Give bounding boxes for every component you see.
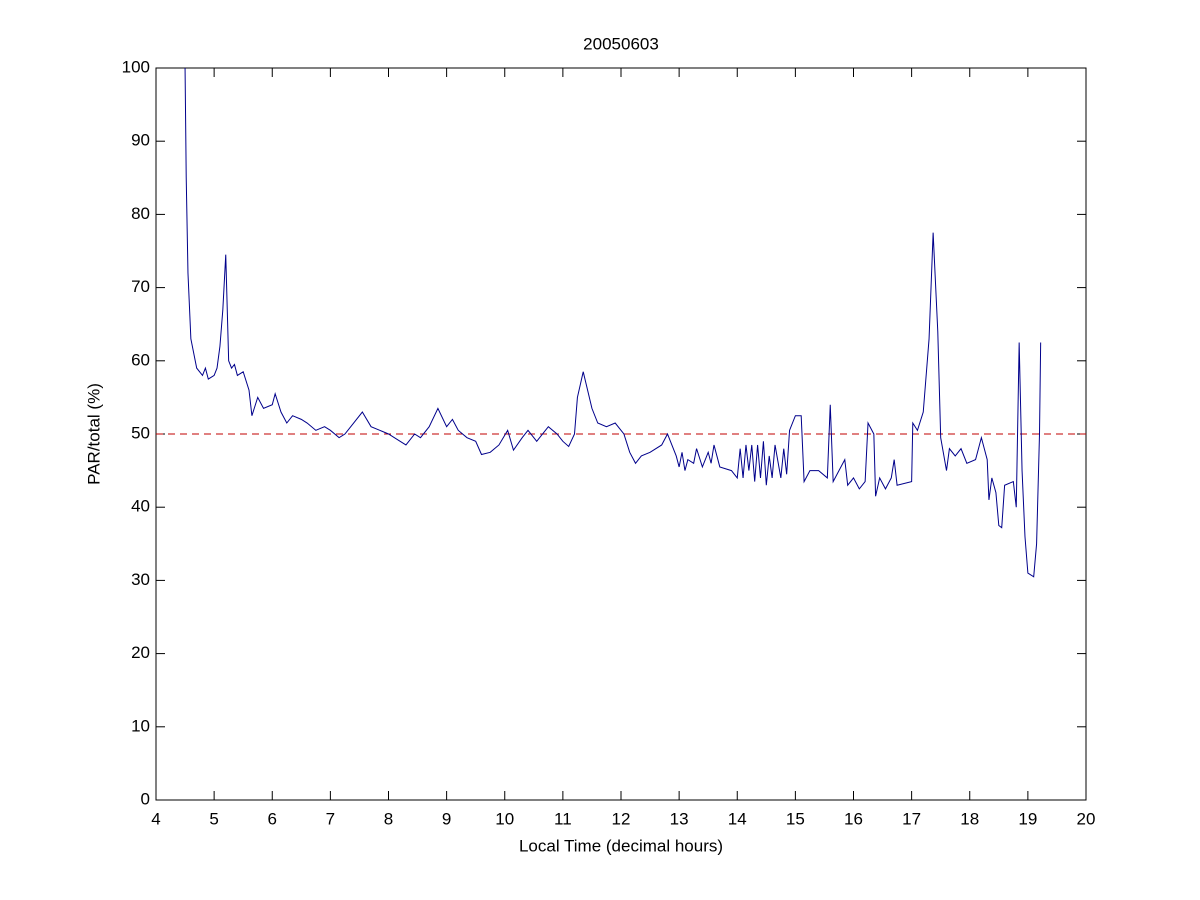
- chart-title: 20050603: [583, 34, 659, 53]
- x-tick-label: 11: [554, 809, 572, 828]
- x-tick-label: 8: [384, 809, 393, 828]
- y-tick-label: 20: [131, 643, 150, 662]
- x-tick-label: 19: [1018, 809, 1037, 828]
- y-tick-label: 40: [131, 497, 150, 516]
- y-tick-label: 30: [131, 570, 150, 589]
- plot-area: [155, 67, 1087, 801]
- x-tick-label: 17: [902, 809, 921, 828]
- y-tick-label: 60: [131, 350, 150, 369]
- y-axis-label: PAR/total (%): [84, 383, 103, 485]
- x-tick-label: 15: [786, 809, 805, 828]
- x-tick-label: 4: [151, 809, 160, 828]
- x-tick-label: 9: [442, 809, 451, 828]
- y-tick-label: 100: [122, 57, 150, 76]
- y-tick-label: 50: [131, 423, 150, 442]
- x-tick-label: 12: [612, 809, 631, 828]
- y-tick-label: 70: [131, 277, 150, 296]
- x-tick-label: 6: [268, 809, 277, 828]
- y-tick-label: 0: [141, 789, 150, 808]
- x-tick-label: 18: [960, 809, 979, 828]
- x-tick-label: 7: [326, 809, 335, 828]
- x-tick-label: 16: [844, 809, 863, 828]
- x-tick-label: 20: [1077, 809, 1096, 828]
- y-tick-label: 90: [131, 131, 150, 150]
- x-tick-label: 10: [495, 809, 514, 828]
- x-tick-label: 13: [670, 809, 689, 828]
- x-tick-label: 5: [209, 809, 218, 828]
- y-tick-label: 10: [131, 716, 150, 735]
- y-tick-label: 80: [131, 204, 150, 223]
- x-tick-label: 14: [728, 809, 747, 828]
- x-axis-label: Local Time (decimal hours): [519, 836, 723, 855]
- data-line: [184, 67, 1042, 578]
